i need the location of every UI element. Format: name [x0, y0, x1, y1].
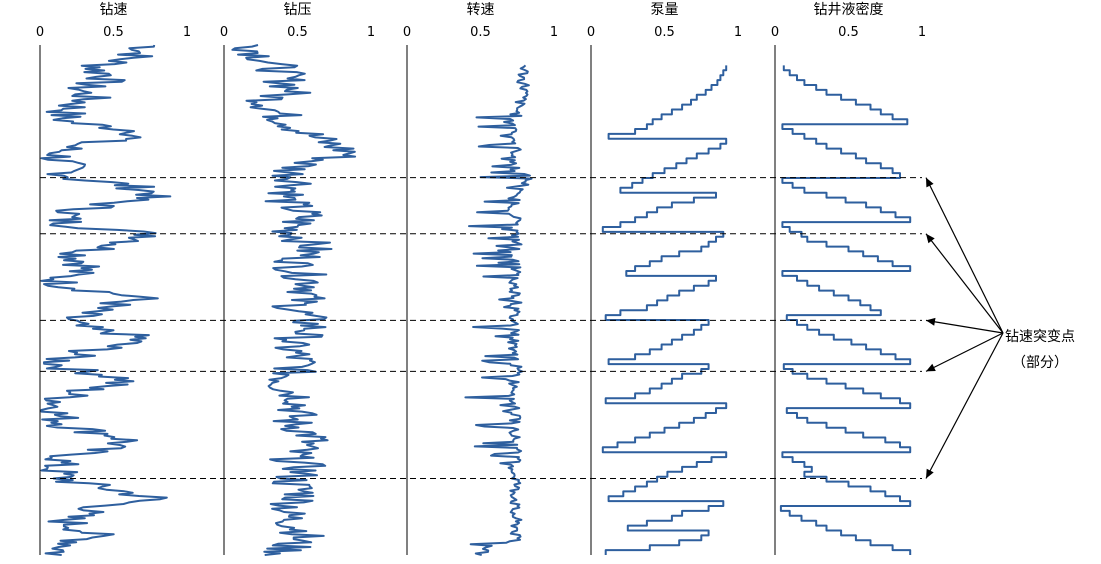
arrowhead [926, 233, 935, 244]
arrowhead [926, 363, 936, 372]
x-tick-label: 0.5 [654, 25, 675, 40]
annotation-arrow [925, 177, 1004, 334]
x-tick-label: 1 [367, 25, 375, 40]
arrowhead [926, 177, 934, 188]
panel-title: 钻速 [100, 2, 128, 18]
annotation-arrow [925, 332, 1004, 372]
series-line [601, 65, 728, 555]
x-tick-label: 0 [220, 25, 228, 40]
log-panels: 钻速 0 0.5 1 钻压 0 0.5 1 转速 0 0.5 1 泵量 0 0.5 1 钻井液密度 0 0.5 1 [36, 1, 926, 556]
x-tick-label: 0.5 [103, 25, 124, 40]
x-tick-label: 1 [734, 25, 742, 40]
x-tick-label: 0 [36, 25, 44, 40]
annotation-arrow [925, 233, 1004, 334]
annotation-label: 钻速突变点 [1005, 329, 1075, 345]
panel-3: 转速 0 0.5 1 [403, 2, 558, 556]
x-tick-label: 1 [918, 25, 926, 40]
panel-2: 钻压 0 0.5 1 [220, 2, 375, 556]
annotation-arrow [925, 319, 1004, 334]
series-line [40, 44, 172, 556]
mutation-guide-lines [40, 177, 922, 479]
series-line [464, 64, 533, 556]
x-tick-label: 0 [587, 25, 595, 40]
panel-title: 转速 [467, 2, 495, 18]
x-tick-label: 0.5 [287, 25, 308, 40]
panel-title: 钻井液密度 [814, 1, 884, 18]
mutation-annotation: 钻速突变点 （部分） [925, 177, 1075, 479]
series-line [779, 65, 912, 555]
panel-5: 钻井液密度 0 0.5 1 [771, 1, 926, 555]
x-tick-label: 0 [403, 25, 411, 40]
x-tick-label: 1 [550, 25, 558, 40]
panel-title: 钻压 [284, 2, 312, 18]
x-tick-label: 0 [771, 25, 779, 40]
panel-1: 钻速 0 0.5 1 [36, 2, 191, 556]
x-tick-label: 1 [183, 25, 191, 40]
annotation-arrow [925, 332, 1004, 479]
panel-4: 泵量 0 0.5 1 [587, 2, 742, 555]
x-tick-label: 0.5 [838, 25, 859, 40]
arrowhead [926, 317, 936, 326]
arrowhead [926, 468, 934, 479]
panel-title: 泵量 [651, 2, 679, 18]
series-line [231, 44, 357, 556]
annotation-sublabel: （部分） [1012, 355, 1068, 371]
x-tick-label: 0.5 [470, 25, 491, 40]
